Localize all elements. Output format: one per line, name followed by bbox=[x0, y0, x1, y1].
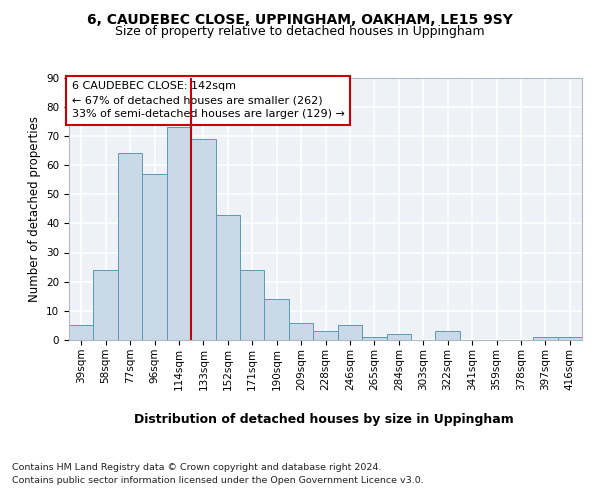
Bar bbox=[289, 322, 313, 340]
Text: 6, CAUDEBEC CLOSE, UPPINGHAM, OAKHAM, LE15 9SY: 6, CAUDEBEC CLOSE, UPPINGHAM, OAKHAM, LE… bbox=[87, 12, 513, 26]
Bar bbox=[557, 337, 582, 340]
Bar bbox=[167, 127, 191, 340]
Text: Contains public sector information licensed under the Open Government Licence v3: Contains public sector information licen… bbox=[12, 476, 424, 485]
Text: Distribution of detached houses by size in Uppingham: Distribution of detached houses by size … bbox=[134, 412, 514, 426]
Bar bbox=[240, 270, 265, 340]
Bar bbox=[265, 299, 289, 340]
Bar bbox=[142, 174, 167, 340]
Bar bbox=[338, 326, 362, 340]
Bar bbox=[94, 270, 118, 340]
Text: 6 CAUDEBEC CLOSE: 142sqm
← 67% of detached houses are smaller (262)
33% of semi-: 6 CAUDEBEC CLOSE: 142sqm ← 67% of detach… bbox=[71, 82, 344, 120]
Text: Contains HM Land Registry data © Crown copyright and database right 2024.: Contains HM Land Registry data © Crown c… bbox=[12, 462, 382, 471]
Text: Size of property relative to detached houses in Uppingham: Size of property relative to detached ho… bbox=[115, 25, 485, 38]
Bar bbox=[362, 337, 386, 340]
Bar bbox=[386, 334, 411, 340]
Bar bbox=[313, 331, 338, 340]
Bar bbox=[191, 138, 215, 340]
Y-axis label: Number of detached properties: Number of detached properties bbox=[28, 116, 41, 302]
Bar bbox=[215, 214, 240, 340]
Bar bbox=[436, 331, 460, 340]
Bar bbox=[118, 154, 142, 340]
Bar bbox=[69, 326, 94, 340]
Bar bbox=[533, 337, 557, 340]
